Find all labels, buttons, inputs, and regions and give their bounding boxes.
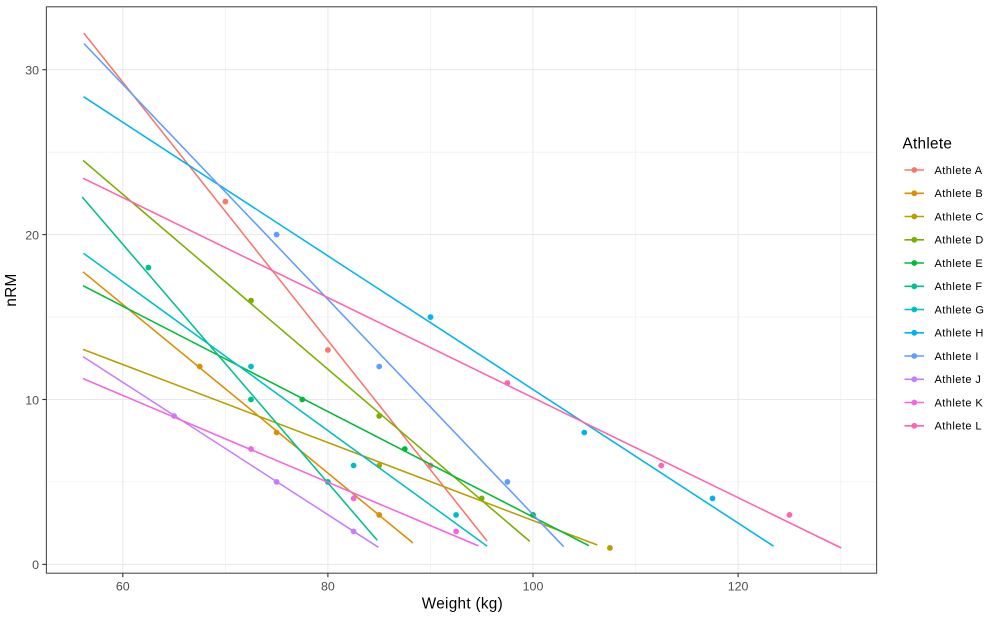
svg-text:60: 60	[116, 579, 130, 593]
svg-text:Athlete J: Athlete J	[935, 374, 982, 386]
svg-text:30: 30	[25, 64, 39, 78]
svg-text:0: 0	[32, 558, 39, 572]
svg-text:Athlete B: Athlete B	[935, 188, 984, 200]
svg-text:Athlete: Athlete	[903, 136, 953, 153]
svg-text:Athlete L: Athlete L	[935, 421, 982, 433]
svg-text:Athlete D: Athlete D	[935, 235, 984, 247]
svg-text:Athlete G: Athlete G	[935, 304, 985, 316]
svg-text:Athlete A: Athlete A	[935, 165, 983, 177]
svg-text:Weight (kg): Weight (kg)	[422, 596, 503, 613]
svg-text:10: 10	[25, 393, 39, 407]
svg-text:Athlete I: Athlete I	[935, 351, 979, 363]
svg-text:nRM: nRM	[3, 273, 20, 306]
svg-text:80: 80	[321, 579, 335, 593]
svg-text:120: 120	[728, 579, 749, 593]
svg-text:100: 100	[523, 579, 544, 593]
svg-text:Athlete F: Athlete F	[935, 281, 983, 293]
svg-text:20: 20	[25, 228, 39, 242]
svg-text:Athlete C: Athlete C	[935, 211, 984, 223]
svg-text:Athlete E: Athlete E	[935, 258, 984, 270]
svg-text:Athlete H: Athlete H	[935, 328, 984, 340]
svg-text:Athlete K: Athlete K	[935, 397, 984, 409]
